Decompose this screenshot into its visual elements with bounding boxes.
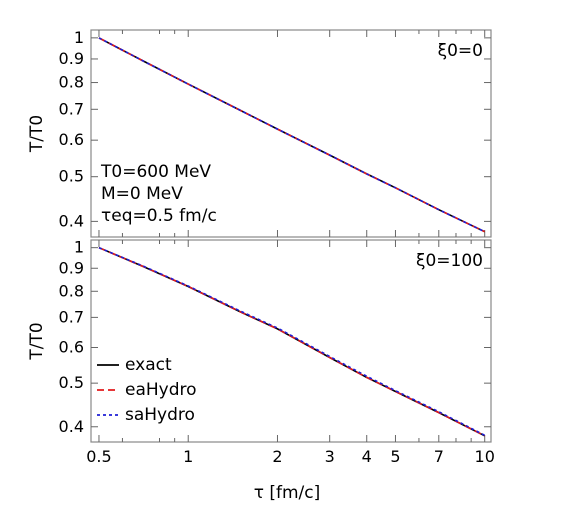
bottom-panel: 0.40.50.60.70.80.910.5 1 2 3 4 5 7 10T/T0ξ0=100… xyxy=(27,238,495,466)
x-tick-label: 1 xyxy=(183,447,193,466)
y-tick-label: 0.6 xyxy=(59,338,84,357)
x-axis-label: τ [fm/c] xyxy=(254,483,321,503)
y-tick-label: 0.7 xyxy=(59,307,84,326)
y-tick-label: 0.8 xyxy=(59,73,84,92)
y-tick-label: 0.9 xyxy=(59,49,84,68)
legend-label: saHydro xyxy=(125,405,195,425)
legend-label: exact xyxy=(125,355,172,375)
y-tick-label: 0.4 xyxy=(59,211,84,230)
x-tick-label: 7 xyxy=(434,447,444,466)
y-tick-label: 0.8 xyxy=(59,281,84,300)
series-line-saHydro xyxy=(98,37,486,233)
y-tick-label: 0.9 xyxy=(59,258,84,277)
x-tick-label: 3 xyxy=(325,447,335,466)
x-tick-label: 5 xyxy=(390,447,400,466)
panel-label: ξ0=100 xyxy=(416,251,483,271)
y-axis-label: T/T0 xyxy=(27,115,47,153)
x-tick-label: 2 xyxy=(272,447,282,466)
y-tick-label: 0.5 xyxy=(59,167,84,186)
y-tick-label: 0.4 xyxy=(59,417,84,436)
x-tick-label: 10 xyxy=(475,447,495,466)
y-axis-label: T/T0 xyxy=(27,322,47,360)
plot-frame xyxy=(90,239,492,443)
param-text: T0=600 MeV xyxy=(100,162,211,182)
param-text: M=0 MeV xyxy=(101,184,183,204)
y-tick-label: 0.6 xyxy=(59,130,84,149)
y-tick-label: 1 xyxy=(74,28,84,47)
plot-frame xyxy=(90,29,492,238)
panel-label: ξ0=0 xyxy=(438,41,483,61)
legend-label: eaHydro xyxy=(125,380,197,400)
y-tick-label: 0.7 xyxy=(59,99,84,118)
x-tick-label: 0.5 xyxy=(86,447,111,466)
param-text: τeq=0.5 fm/c xyxy=(101,206,217,226)
y-tick-label: 1 xyxy=(74,238,84,257)
x-tick-label: 4 xyxy=(362,447,372,466)
y-tick-label: 0.5 xyxy=(59,373,84,392)
top-panel: 0.4 0.5 0.6 0.7 0.8 0.9 1 T/T0 ξ0=0 T0=600 MeVM=0… xyxy=(27,28,492,238)
